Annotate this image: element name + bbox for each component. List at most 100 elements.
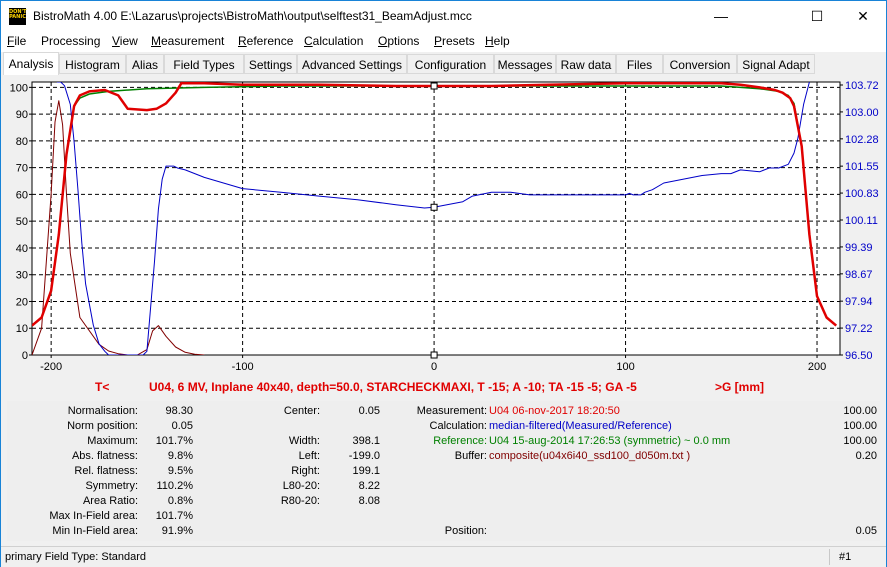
reference-info: U04 15-aug-2014 17:26:53 (symmetric) ~ 0… <box>489 435 730 447</box>
y-tick-label: 50 <box>16 216 28 228</box>
stat-label: Norm position: <box>67 420 138 432</box>
info-label: Calculation: <box>430 420 487 432</box>
info-label: Reference: <box>433 435 487 447</box>
tab-configuration[interactable]: Configuration <box>407 54 494 74</box>
stat-label: Min In-Field area: <box>52 525 138 537</box>
position-label: Position: <box>445 525 487 537</box>
maximize-button[interactable]: ☐ <box>794 1 840 31</box>
y-tick-label: 30 <box>16 270 28 282</box>
minimize-button[interactable]: — <box>698 1 744 31</box>
y-tick-label: 90 <box>16 109 28 121</box>
close-icon: ✕ <box>857 8 869 25</box>
tab-alias[interactable]: Alias <box>126 54 164 74</box>
stat-value: 101.7% <box>156 510 193 522</box>
stat-label: Center: <box>284 405 320 417</box>
x-tick-label: -100 <box>232 361 254 373</box>
stat-value: 91.9% <box>162 525 193 537</box>
y-tick-label: 0 <box>22 350 28 362</box>
tab-signal-adapt[interactable]: Signal Adapt <box>737 54 815 74</box>
stat-value: 398.1 <box>352 435 380 447</box>
stat-value: 101.7% <box>156 435 193 447</box>
menu-view[interactable]: View <box>112 34 138 48</box>
y-tick-label: 80 <box>16 136 28 148</box>
stat-label: Left: <box>299 450 320 462</box>
x-tick-label: 100 <box>616 361 634 373</box>
y2-tick-label: 99.39 <box>845 242 873 254</box>
info-label: Buffer: <box>455 450 487 462</box>
menu-help[interactable]: Help <box>485 34 510 48</box>
y-tick-label: 70 <box>16 163 28 175</box>
menu-bar: File Processing View Measurement Referen… <box>1 32 886 52</box>
tab-messages[interactable]: Messages <box>494 54 556 74</box>
title-bar[interactable]: DON'T PANIC BistroMath 4.00 E:\Lazarus\pr… <box>1 1 886 32</box>
stat-label: Symmetry: <box>85 480 138 492</box>
profile-chart[interactable]: 0 10 20 30 40 50 60 70 80 90 100 -200 -100 0 100 200 96.… <box>3 75 884 399</box>
menu-processing[interactable]: Processing <box>41 34 100 48</box>
tab-analysis[interactable]: Analysis <box>3 52 59 75</box>
stat-label: L80-20: <box>283 480 320 492</box>
stat-value: 0.05 <box>359 405 380 417</box>
calculation-info: median-filtered(Measured/Reference) <box>489 420 672 432</box>
stat-value: 9.5% <box>168 465 193 477</box>
stat-label: Area Ratio: <box>83 495 138 507</box>
tab-raw-data[interactable]: Raw data <box>556 54 616 74</box>
y2-tick-label: 97.94 <box>845 296 873 308</box>
menu-presets[interactable]: Presets <box>434 34 475 48</box>
info-value: 0.20 <box>856 450 877 462</box>
info-value: 100.00 <box>843 435 877 447</box>
tab-histogram[interactable]: Histogram <box>59 54 126 74</box>
stat-label: Width: <box>289 435 320 447</box>
stat-value: 0.8% <box>168 495 193 507</box>
stat-value: 8.22 <box>359 480 380 492</box>
y2-tick-label: 97.22 <box>845 323 873 335</box>
stat-label: Right: <box>291 465 320 477</box>
analysis-panel: Normalisation: 98.30 Norm position: 0.05… <box>7 401 880 541</box>
tab-advanced-settings[interactable]: Advanced Settings <box>297 54 407 74</box>
x-tick-label: -200 <box>40 361 62 373</box>
position-value: 0.05 <box>856 525 877 537</box>
stat-value: 8.08 <box>359 495 380 507</box>
caption-right: >G [mm] <box>715 380 764 394</box>
close-button[interactable]: ✕ <box>840 1 886 31</box>
y2-tick-label: 101.55 <box>845 161 879 173</box>
y2-tick-label: 100.11 <box>845 215 878 227</box>
stat-value: 199.1 <box>352 465 380 477</box>
tab-bar: Analysis Histogram Alias Field Types Set… <box>1 53 886 75</box>
tab-field-types[interactable]: Field Types <box>164 54 244 74</box>
measurement-info: U04 06-nov-2017 18:20:50 <box>489 405 620 417</box>
stat-value: 0.05 <box>172 420 193 432</box>
status-page: #1 <box>839 551 851 563</box>
tab-settings[interactable]: Settings <box>244 54 297 74</box>
menu-calculation[interactable]: Calculation <box>304 34 363 48</box>
y-tick-label: 40 <box>16 243 28 255</box>
stat-value: 98.30 <box>165 405 193 417</box>
info-value: 100.00 <box>843 405 877 417</box>
center-marker <box>431 83 437 89</box>
center-marker <box>431 352 437 358</box>
tab-files[interactable]: Files <box>616 54 663 74</box>
y-tick-label: 100 <box>10 82 28 94</box>
menu-measurement[interactable]: Measurement <box>151 34 224 48</box>
info-label: Measurement: <box>417 405 487 417</box>
stat-label: Max In-Field area: <box>49 510 138 522</box>
status-text: primary Field Type: Standard <box>5 551 146 563</box>
menu-file[interactable]: File <box>7 34 26 48</box>
tab-conversion[interactable]: Conversion <box>663 54 737 74</box>
stat-label: R80-20: <box>281 495 320 507</box>
buffer-info: composite(u04x6i40_ssd100_d050m.txt ) <box>489 450 690 462</box>
profile-chart-svg[interactable]: 0 10 20 30 40 50 60 70 80 90 100 -200 -100 0 100 200 96.… <box>3 75 884 399</box>
app-icon[interactable]: DON'T PANIC <box>9 8 26 25</box>
status-divider <box>829 549 830 565</box>
menu-reference[interactable]: Reference <box>238 34 293 48</box>
stat-label: Maximum: <box>87 435 138 447</box>
x-tick-label: 200 <box>808 361 826 373</box>
caption-center: U04, 6 MV, Inplane 40x40, depth=50.0, ST… <box>149 380 637 394</box>
info-value: 100.00 <box>843 420 877 432</box>
stat-value: -199.0 <box>349 450 380 462</box>
window-title: BistroMath 4.00 E:\Lazarus\projects\Bist… <box>33 9 472 23</box>
menu-options[interactable]: Options <box>378 34 419 48</box>
y2-tick-label: 102.28 <box>845 134 879 146</box>
y2-tick-label: 100.83 <box>845 188 879 200</box>
center-marker <box>431 204 437 210</box>
y2-tick-label: 103.72 <box>845 80 879 92</box>
